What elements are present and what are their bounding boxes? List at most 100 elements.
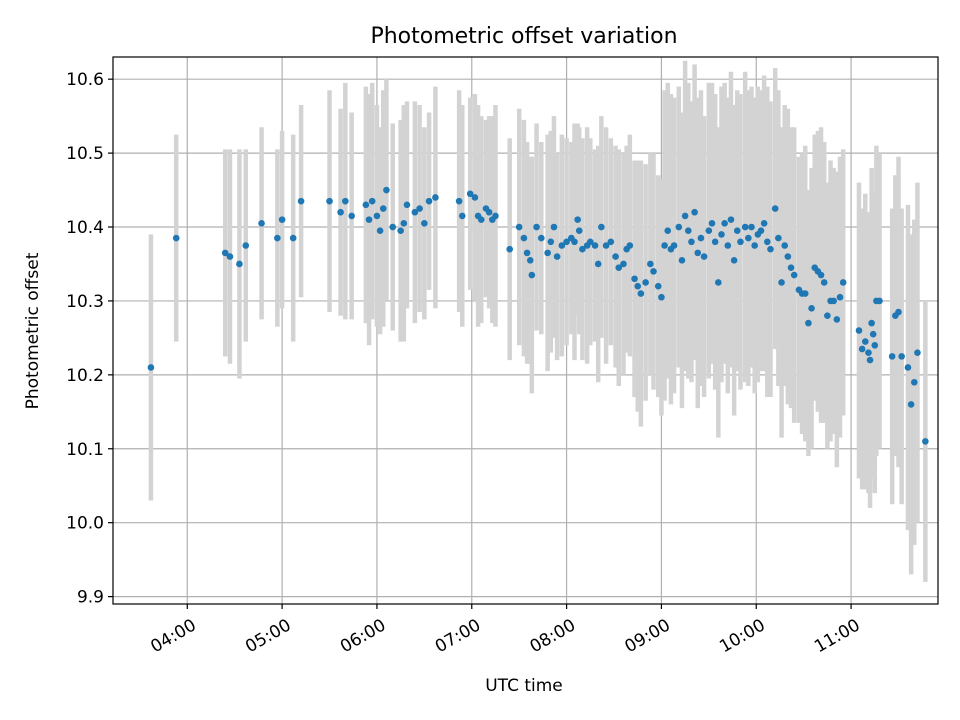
data-point [724, 242, 732, 249]
data-point [506, 245, 513, 253]
data-point [579, 245, 586, 253]
data-point [778, 279, 785, 286]
data-point [458, 212, 466, 220]
data-point [784, 253, 792, 260]
data-point [348, 212, 355, 220]
data-point [526, 256, 534, 264]
data-point [226, 253, 234, 260]
data-point [790, 271, 798, 279]
data-point [550, 223, 558, 231]
data-point [684, 227, 692, 235]
data-point [700, 253, 708, 260]
data-point [421, 220, 428, 227]
data-points [147, 186, 929, 445]
data-point [416, 205, 423, 212]
data-point [737, 238, 744, 246]
x-tick-label: 10:00 [716, 615, 768, 657]
y-tick-label: 10.2 [66, 366, 104, 386]
data-point [757, 227, 765, 235]
y-tick-label: 10.6 [66, 70, 104, 90]
data-point [258, 220, 265, 227]
data-point [871, 341, 879, 349]
data-point [544, 249, 551, 257]
data-point [520, 234, 528, 242]
x-tick-label: 11:00 [811, 615, 863, 657]
data-point [376, 227, 384, 235]
data-point [586, 238, 594, 246]
data-point [907, 401, 915, 408]
data-point [898, 353, 905, 360]
data-point [274, 234, 281, 242]
data-point [727, 216, 735, 223]
data-point [868, 319, 875, 327]
data-point [326, 197, 333, 205]
data-point [368, 197, 376, 205]
y-tick-label: 10.4 [66, 218, 104, 238]
data-point [820, 279, 828, 286]
data-point [764, 238, 771, 246]
data-point [362, 201, 370, 209]
data-point [694, 249, 702, 257]
x-axis: 04:00 05:00 06:00 07:00 08:00 09:00 10:00 11:00 [147, 604, 864, 657]
chart-title: Photometric offset variation [370, 24, 677, 49]
data-point [748, 223, 755, 231]
data-point [602, 242, 610, 249]
data-point [389, 223, 397, 231]
data-point [866, 356, 874, 364]
data-point [801, 290, 809, 297]
data-point [715, 279, 722, 286]
data-point [876, 297, 883, 305]
data-point [147, 364, 155, 371]
data-point [485, 208, 493, 216]
data-point [289, 234, 297, 242]
data-point [642, 279, 649, 286]
data-point [533, 223, 540, 231]
data-point [721, 220, 728, 227]
data-point [647, 260, 654, 268]
data-point [612, 253, 619, 260]
data-point [688, 238, 695, 246]
data-point [733, 227, 741, 235]
data-point [626, 242, 634, 249]
data-point [865, 349, 872, 356]
data-point [741, 223, 749, 231]
data-point [221, 249, 229, 257]
data-point [607, 238, 615, 246]
data-point [745, 234, 752, 242]
data-point [661, 242, 668, 249]
data-point [538, 234, 545, 242]
y-axis-label: Photometric offset [23, 252, 43, 409]
data-point [598, 223, 605, 231]
plot-frame [112, 56, 939, 605]
data-point [528, 271, 536, 279]
data-point [379, 205, 387, 212]
data-point [678, 256, 686, 264]
data-point [547, 238, 555, 246]
data-point [697, 234, 705, 242]
x-tick-label: 06:00 [337, 615, 389, 657]
data-point [425, 197, 433, 205]
data-point [670, 242, 678, 249]
data-point [888, 353, 896, 360]
data-point [730, 256, 738, 264]
y-tick-label: 10.0 [66, 514, 104, 534]
data-point [708, 220, 716, 227]
x-axis-label: UTC time [485, 676, 563, 696]
data-point [855, 327, 863, 334]
data-point [775, 234, 782, 242]
data-point [637, 290, 645, 297]
data-point [654, 282, 662, 290]
x-tick-label: 07:00 [432, 615, 484, 657]
data-point [824, 312, 831, 320]
data-point [675, 223, 683, 231]
data-point [833, 316, 841, 323]
data-point [492, 212, 499, 220]
data-point [705, 227, 713, 235]
data-point [553, 253, 561, 260]
y-axis: 9.9 10.0 10.1 10.2 10.3 10.4 10.5 10.6 [66, 70, 113, 608]
data-point [861, 338, 869, 345]
data-point [691, 208, 698, 216]
data-point [620, 260, 627, 268]
data-point [397, 227, 404, 235]
